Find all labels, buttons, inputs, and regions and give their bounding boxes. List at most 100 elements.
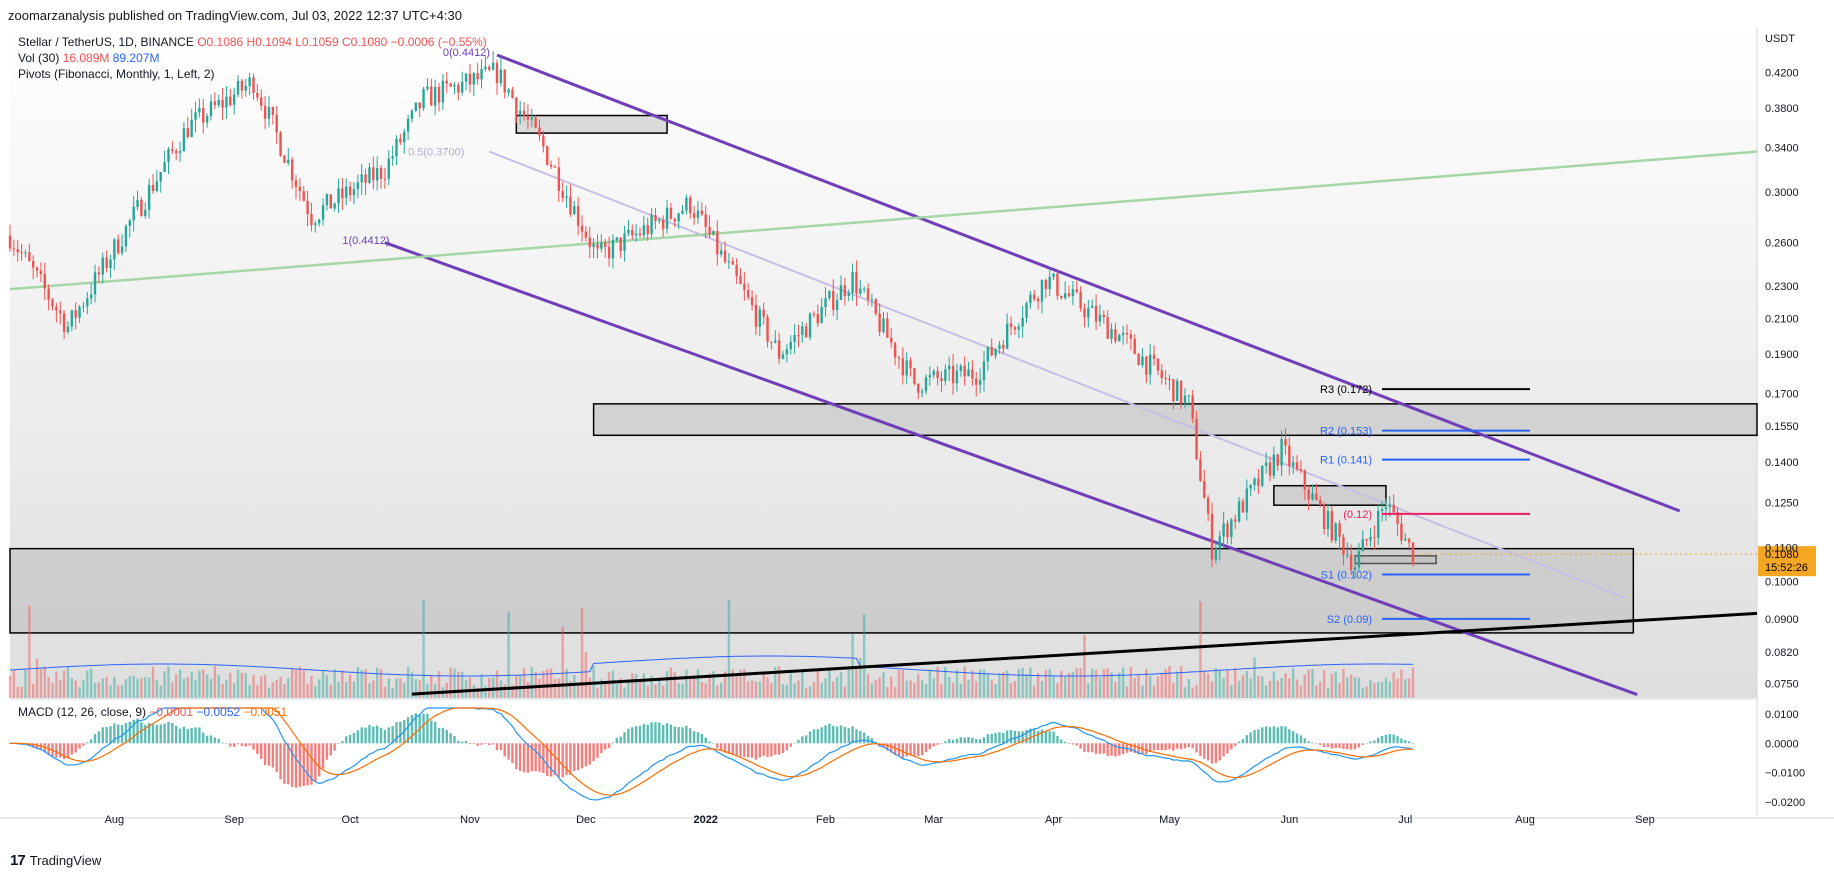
price-tick-label: 0.1000: [1765, 576, 1799, 588]
macd-hist-bar: [1226, 743, 1229, 754]
macd-hist-bar: [209, 735, 213, 744]
volume-bar: [70, 677, 74, 698]
macd-hist-bar: [615, 737, 619, 744]
candle-body: [144, 209, 147, 216]
fib-label-top: 0(0.4412): [443, 47, 490, 59]
macd-hist-bar: [832, 725, 835, 744]
candle-body: [209, 101, 213, 117]
macd-hist-bar: [843, 726, 847, 744]
candle-body: [136, 199, 139, 207]
macd-hist-bar: [1268, 727, 1272, 744]
volume-bar: [105, 676, 108, 698]
macd-hist-bar: [136, 718, 139, 744]
candle-body: [1002, 344, 1005, 349]
candle-body: [893, 342, 897, 358]
macd-hist-bar: [816, 729, 819, 744]
volume-bar: [391, 687, 394, 698]
macd-hist-bar: [1272, 726, 1276, 744]
candle-body: [1206, 498, 1210, 514]
candle-body: [290, 159, 294, 181]
candle-body: [828, 291, 831, 299]
macd-hist-bar: [433, 721, 437, 744]
macd-hist-bar: [391, 726, 394, 744]
volume-bar: [750, 680, 754, 698]
candle-body: [1346, 554, 1349, 556]
candle-body: [1377, 511, 1380, 538]
candle-body: [368, 167, 371, 183]
ohlc-values: O0.1086 H0.1094 L0.1059 C0.1080 −0.0006 …: [197, 35, 487, 49]
candle-body: [596, 244, 599, 249]
chart-area[interactable]: 0(0.4412) 0.5(0.3700) 1(0.4412) R3 (0.172)…: [0, 28, 1834, 840]
volume-bar: [944, 666, 947, 698]
volume-bar: [1291, 668, 1295, 698]
macd-hist-bar: [913, 743, 916, 756]
price-tick-label: 0.2300: [1765, 281, 1799, 293]
macd-hist-bar: [1404, 740, 1407, 744]
volume-label: Vol (30): [18, 51, 60, 65]
volume-bar: [1280, 677, 1283, 698]
volume-bar: [886, 687, 889, 698]
macd-hist-bar: [886, 743, 889, 751]
volume-bar: [739, 669, 742, 698]
volume-bar: [1160, 672, 1163, 698]
macd-hist-bar: [1384, 734, 1388, 744]
volume-bar: [20, 686, 23, 698]
candle-body: [1179, 380, 1183, 404]
candle-body: [677, 213, 680, 222]
macd-hist-bar: [967, 737, 970, 744]
macd-hist-bar: [503, 743, 506, 757]
zone-box-0: [515, 114, 668, 134]
candle-body: [789, 341, 792, 350]
macd-hist-bar: [1361, 743, 1364, 745]
volume-bar: [747, 681, 750, 698]
candle-body: [607, 246, 611, 259]
volume-bar: [136, 678, 139, 698]
macd-hist-bar: [1094, 743, 1098, 754]
volume-value-1: 16.089M: [62, 51, 110, 65]
volume-bar: [445, 682, 448, 698]
candle-body: [747, 290, 750, 298]
macd-hist-bar: [518, 743, 522, 771]
macd-hist-bar: [1400, 738, 1403, 744]
candle-body: [66, 326, 70, 332]
candle-body: [534, 117, 537, 128]
volume-bar: [940, 683, 943, 698]
volume-bar: [318, 679, 321, 698]
volume-bar: [627, 682, 630, 698]
macd-hist-bar: [1369, 741, 1372, 744]
volume-bar: [12, 669, 16, 698]
volume-bar: [1342, 668, 1345, 698]
volume-bar: [1396, 678, 1399, 698]
volume-bar: [874, 679, 877, 698]
macd-hist-bar: [619, 736, 622, 744]
candle-body: [743, 283, 746, 291]
macd-hist-bar: [1183, 743, 1187, 749]
volume-bar: [716, 685, 719, 698]
macd-hist-bar: [1168, 743, 1171, 750]
volume-bar: [59, 679, 62, 698]
volume-bar: [101, 678, 104, 698]
macd-hist-bar: [437, 728, 441, 744]
candle-body: [805, 326, 808, 338]
candle-body: [1106, 316, 1109, 339]
macd-hist-bar: [762, 743, 765, 756]
volume-bar: [978, 669, 982, 698]
candle-body: [59, 310, 62, 314]
price-chart-svg[interactable]: 0(0.4412) 0.5(0.3700) 1(0.4412) R3 (0.172)…: [0, 28, 1834, 840]
volume-bar: [368, 683, 371, 698]
volume-bar: [1226, 670, 1229, 698]
macd-hist-bar: [252, 743, 255, 750]
volume-bar: [89, 668, 93, 698]
candle-body: [503, 69, 506, 93]
macd-hist-bar: [1025, 729, 1028, 744]
macd-hist-bar: [1148, 743, 1152, 752]
macd-hist-bar: [159, 724, 162, 744]
pivot-label-3: (0.12): [1343, 509, 1372, 521]
candle-body: [1280, 439, 1283, 466]
macd-hist-bar: [1365, 743, 1368, 744]
macd-hist-bar: [522, 743, 526, 773]
candle-body: [1272, 454, 1276, 476]
candle-body: [905, 360, 908, 376]
macd-hist-bar: [1005, 730, 1009, 744]
volume-bar: [8, 675, 12, 698]
